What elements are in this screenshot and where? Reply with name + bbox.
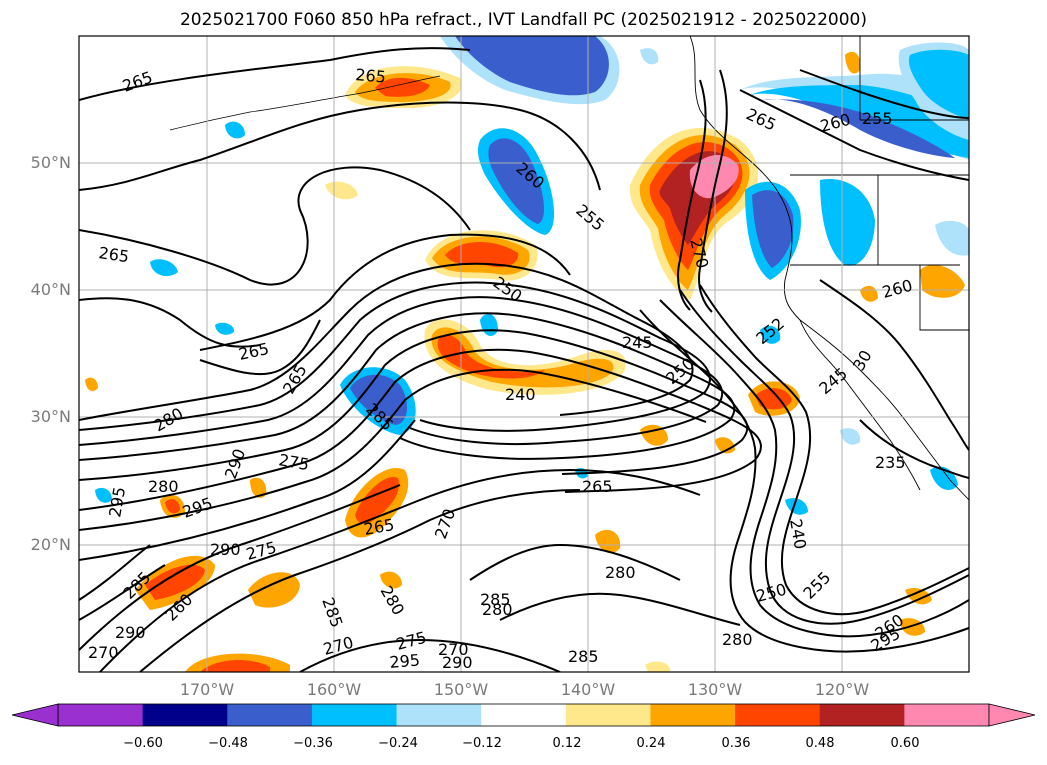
contour-label: 245 [622,333,653,352]
colorbar-segment [311,704,398,726]
contour-label: 270 [88,643,119,662]
lon-label: 170°W [179,680,235,699]
contour-label: 290 [442,653,473,672]
colorbar-tick-label: −0.24 [378,736,418,751]
colorbar-tick-label: 0.48 [805,736,835,751]
colorbar-segment [819,704,905,726]
colorbar-segment [227,704,313,726]
lon-label: 120°W [814,680,870,699]
colorbar-tick-label: 0.36 [721,736,751,751]
lat-label: 40°N [30,280,71,299]
contour-label: 235 [875,453,906,472]
contour-label: 265 [582,477,613,496]
lon-label: 140°W [560,680,616,699]
colorbar-segment [735,704,821,726]
contour-label: 265 [355,65,387,87]
map-panel: 265 265 265 260 255 265 260 255 265 250 … [78,35,970,673]
colorbar-tick-label: −0.36 [293,736,333,751]
refractivity-contours [79,47,969,672]
colorbar-tick-label: −0.48 [208,736,248,751]
lat-label: 30°N [30,407,71,426]
contour-label: 285 [480,590,511,609]
contour-label: 280 [148,477,179,496]
lat-label: 50°N [30,153,71,172]
contour-label: 290 [210,540,241,559]
map-frame [78,35,970,673]
colorbar-frame [57,703,990,727]
colorbar-tick-label: 0.12 [552,736,582,751]
lat-label: 20°N [30,535,71,554]
contour-label: 240 [505,385,536,404]
colorbar-segment [565,704,651,726]
lon-label: 160°W [306,680,362,699]
contour-label-layer: 265 265 265 260 255 265 260 255 265 250 … [88,65,915,672]
colorbar-segment [904,704,990,726]
colorbar-segment [58,704,144,726]
colorbar-tick-label: 0.60 [890,736,920,751]
lon-label: 150°W [433,680,489,699]
map-title: 2025021700 F060 850 hPa refract., IVT La… [179,10,867,30]
contour-label: 255 [862,109,893,128]
contour-label: 265 [97,243,130,266]
contour-label: 295 [389,650,421,672]
map-gridlines [79,36,969,672]
contour-label: 290 [115,623,146,642]
contour-label: 285 [568,647,599,666]
lon-label: 130°W [687,680,743,699]
colorbar-segment [481,704,567,726]
colorbar-min-arrow [11,703,59,727]
coastlines [169,36,969,501]
colorbar-tick-label: −0.60 [123,736,163,751]
colorbar-segment [142,704,228,726]
colorbar-tick-label: −0.12 [462,736,502,751]
colorbar-tick-label: 0.24 [636,736,666,751]
contour-label: 280 [605,563,636,582]
contour-label: 280 [722,630,753,649]
colorbar-max-arrow [988,703,1036,727]
colorbar-segment [396,704,482,726]
colorbar-segment [650,704,736,726]
contour-label: 280 [482,600,513,619]
contour-label: 270 [438,640,469,659]
